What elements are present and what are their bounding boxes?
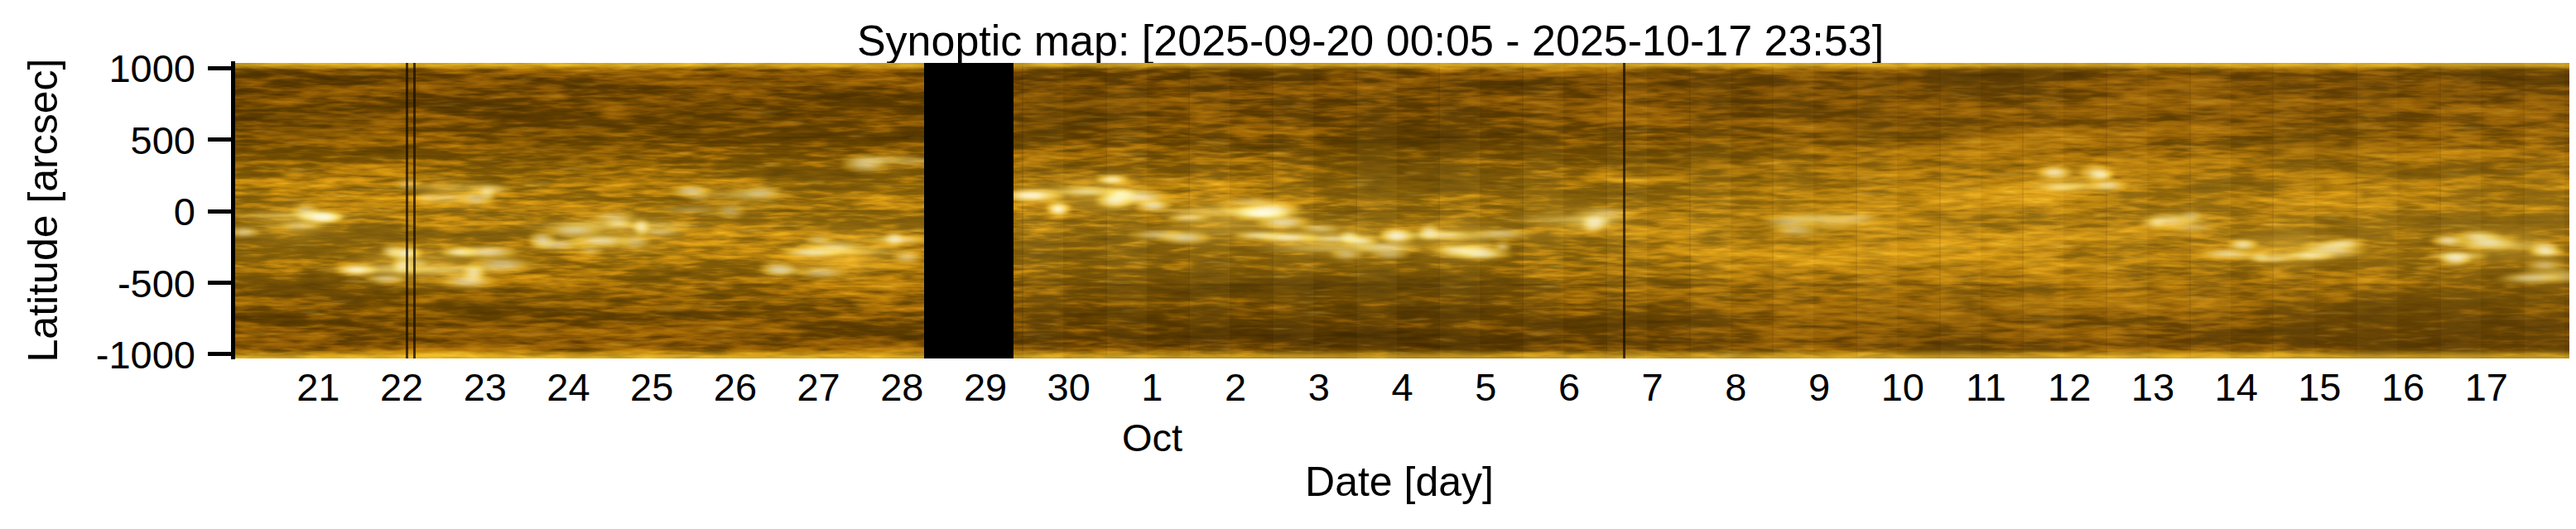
y-tick-mark	[208, 137, 231, 142]
plot-area	[235, 63, 2569, 358]
x-tick-label: 10	[1881, 368, 1924, 406]
x-axis-label: Date [day]	[1305, 461, 1494, 503]
x-tick-label: 3	[1308, 368, 1330, 406]
data-gap-band	[924, 63, 1014, 358]
x-tick-label: 15	[2298, 368, 2341, 406]
x-tick-label: 12	[2048, 368, 2091, 406]
x-tick-label: 26	[714, 368, 757, 406]
artifact-line	[1623, 63, 1625, 358]
x-tick-label: 30	[1047, 368, 1091, 406]
y-tick-mark	[208, 352, 231, 356]
x-tick-label: 27	[797, 368, 840, 406]
artifact-lines	[235, 63, 2569, 358]
x-tick-label: 25	[630, 368, 673, 406]
artifact-line	[413, 63, 416, 358]
x-tick-label: 11	[1966, 368, 2006, 406]
x-tick-label: 14	[2215, 368, 2258, 406]
x-tick-label: 6	[1558, 368, 1580, 406]
x-tick-label: 17	[2465, 368, 2508, 406]
x-tick-label: 22	[380, 368, 423, 406]
x-tick-label: 7	[1642, 368, 1664, 406]
x-tick-label: 28	[880, 368, 923, 406]
x-tick-label: 24	[546, 368, 590, 406]
x-axis-month-label: Oct	[1122, 418, 1182, 457]
y-tick-mark	[208, 66, 231, 70]
x-tick-label: 21	[296, 368, 339, 406]
x-tick-label: 16	[2381, 368, 2424, 406]
x-tick-label: 2	[1225, 368, 1246, 406]
x-tick-label: 8	[1725, 368, 1746, 406]
y-tick-label: -500	[0, 264, 195, 303]
x-tick-label: 4	[1391, 368, 1413, 406]
y-tick-label: 500	[0, 121, 195, 160]
y-tick-mark	[208, 281, 231, 285]
synoptic-map-figure: Synoptic map: [2025-09-20 00:05 - 2025-1…	[0, 0, 2576, 529]
y-tick-label: 0	[0, 192, 195, 231]
artifact-line	[406, 63, 408, 358]
x-tick-label: 29	[964, 368, 1007, 406]
y-tick-label: -1000	[0, 335, 195, 374]
x-tick-label: 5	[1475, 368, 1496, 406]
y-tick-mark	[208, 209, 231, 214]
x-tick-label: 1	[1141, 368, 1163, 406]
chart-title: Synoptic map: [2025-09-20 00:05 - 2025-1…	[857, 18, 1884, 64]
x-tick-label: 13	[2131, 368, 2174, 406]
x-tick-label: 9	[1808, 368, 1830, 406]
x-tick-label: 23	[464, 368, 507, 406]
y-tick-label: 1000	[0, 49, 195, 88]
